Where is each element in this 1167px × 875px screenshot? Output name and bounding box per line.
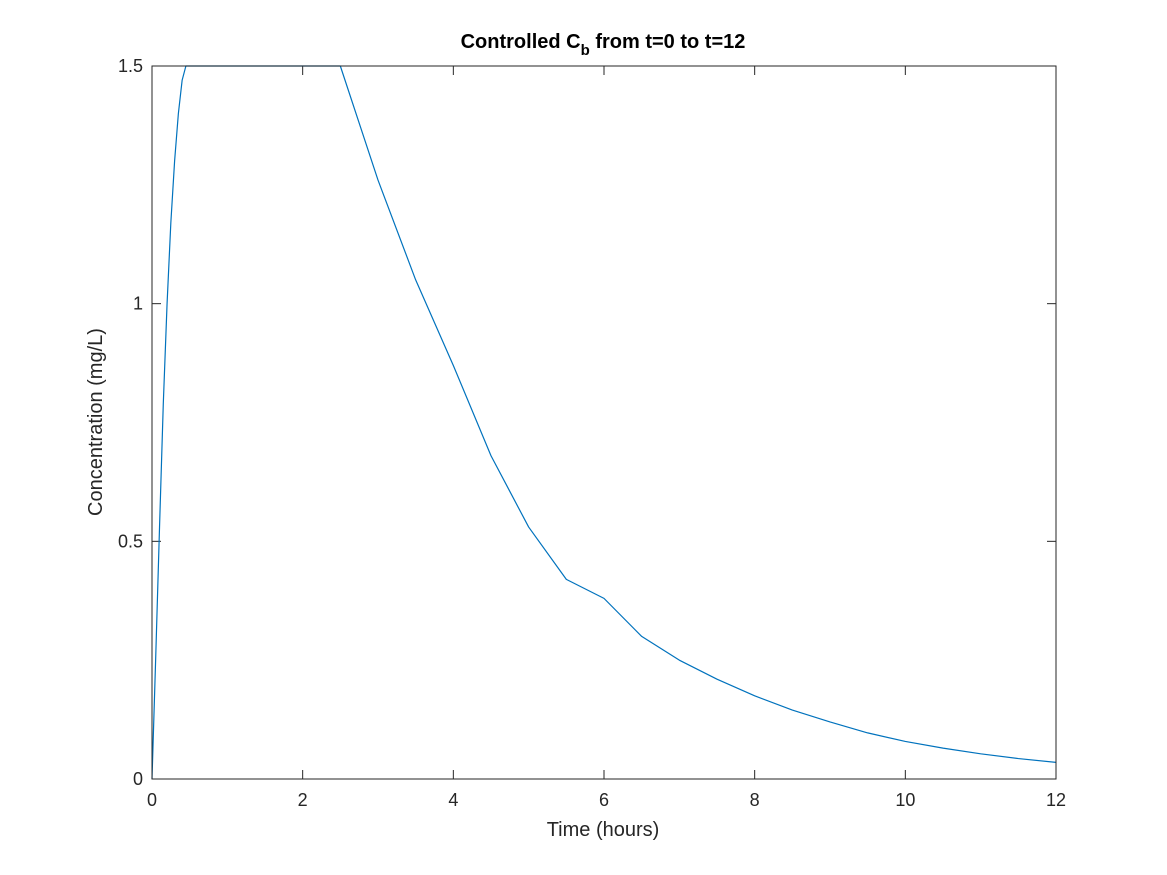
plot-area <box>152 66 1056 779</box>
x-tick-label: 0 <box>147 790 157 810</box>
y-axis-label: Concentration (mg/L) <box>85 328 107 516</box>
series-line <box>151 65 1057 780</box>
title-rest: from t=0 to t=12 <box>590 31 746 53</box>
title-main: Controlled C <box>461 31 581 53</box>
x-tick-label: 6 <box>599 790 609 810</box>
x-axis-ticks: 0 2 4 6 8 10 12 <box>147 66 1066 810</box>
y-tick-label: 0.5 <box>118 531 143 551</box>
y-tick-label: 1.5 <box>118 56 143 76</box>
title-subscript: b <box>581 42 590 59</box>
x-axis-label: Time (hours) <box>547 819 660 841</box>
y-tick-label: 1 <box>133 294 143 314</box>
chart-title: Controlled Cb from t=0 to t=12 <box>461 31 746 59</box>
axes-box <box>151 65 1057 780</box>
series-group <box>151 65 1057 780</box>
x-tick-label: 8 <box>750 790 760 810</box>
x-tick-label: 12 <box>1046 790 1066 810</box>
x-tick-label: 2 <box>298 790 308 810</box>
y-tick-label: 0 <box>133 769 143 789</box>
x-tick-label: 10 <box>895 790 915 810</box>
x-tick-label: 4 <box>448 790 458 810</box>
